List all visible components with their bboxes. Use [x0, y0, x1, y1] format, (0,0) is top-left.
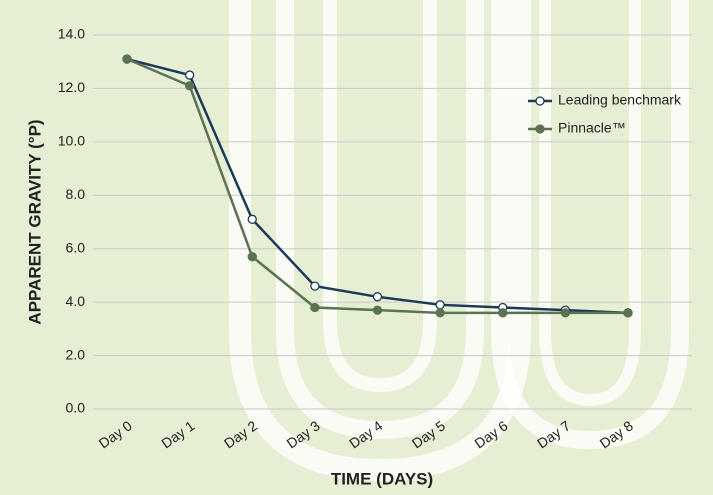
x-axis-title: TIME (DAYS) [331, 469, 433, 488]
data-point [122, 54, 132, 64]
y-axis-title: APPARENT GRAVITY (°P) [25, 119, 44, 324]
x-tick-label: Day 2 [221, 417, 260, 451]
y-tick-label: 8.0 [66, 186, 86, 202]
x-tick-label: Day 0 [96, 417, 135, 451]
y-tick-label: 2.0 [66, 346, 86, 362]
data-point [247, 252, 257, 262]
data-point [247, 214, 257, 224]
x-tick-label: Day 1 [158, 417, 197, 451]
y-tick-label: 12.0 [58, 79, 85, 95]
legend-label: Pinnacle™ [558, 120, 626, 136]
series-line [126, 57, 629, 315]
legend-label: Leading benchmark [558, 92, 682, 108]
series-line [126, 57, 628, 315]
data-point [310, 302, 320, 313]
background-decoration [229, 0, 689, 482]
data-point [184, 81, 195, 91]
data-point [435, 300, 445, 310]
y-tick-label: 10.0 [58, 133, 85, 149]
data-point [184, 70, 195, 80]
legend-marker [535, 96, 545, 106]
y-tick-label: 14.0 [58, 26, 85, 42]
data-point [560, 308, 571, 318]
legend-marker [535, 124, 545, 134]
y-tick-label: 0.0 [66, 400, 86, 416]
data-point [435, 308, 445, 318]
data-point [310, 281, 320, 291]
y-tick-label: 6.0 [66, 239, 86, 255]
data-point [623, 308, 633, 318]
data-point [372, 305, 383, 315]
data-point [372, 292, 383, 302]
data-point [498, 308, 508, 318]
y-tick-label: 4.0 [66, 293, 86, 309]
